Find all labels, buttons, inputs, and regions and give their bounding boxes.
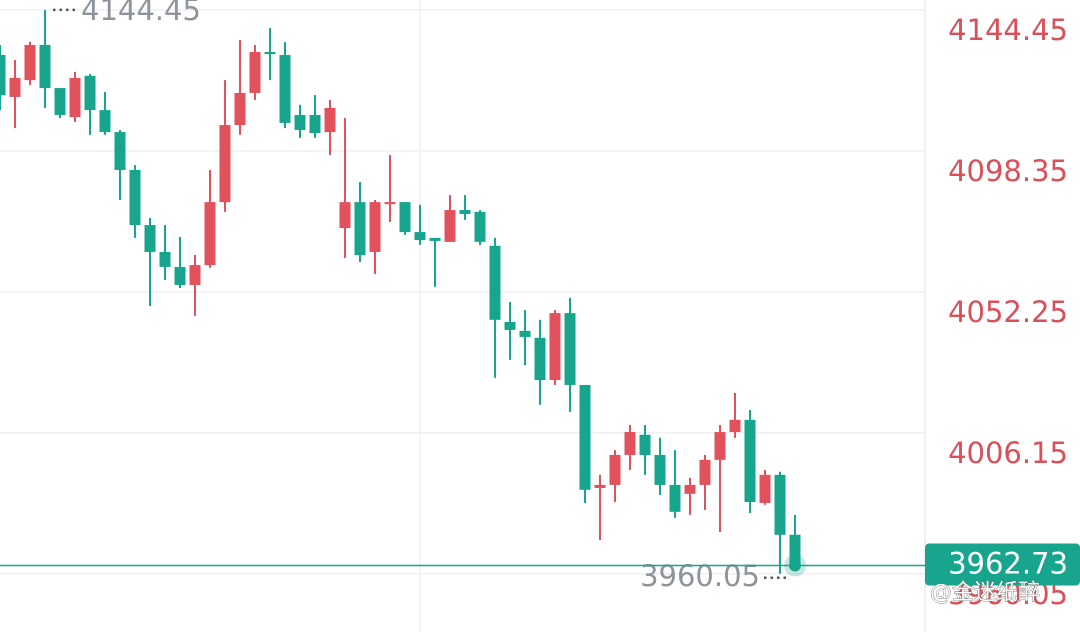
candle-body: [444, 210, 456, 242]
candle-body: [54, 88, 66, 115]
candle-body: [99, 110, 111, 133]
candles: [0, 9, 801, 574]
candle-body: [669, 484, 681, 512]
candle-body: [159, 251, 171, 267]
candle-body: [279, 55, 291, 123]
candle-body: [789, 534, 801, 566]
candle-body: [69, 77, 81, 118]
grid: 4144.45 4098.35 4052.25 4006.15 3960.05: [0, 9, 1068, 611]
y-tick-label: 4006.15: [948, 436, 1068, 470]
candle-body: [129, 170, 141, 226]
candle-body: [294, 114, 306, 130]
candle-body: [0, 55, 6, 96]
candle-body: [144, 225, 156, 252]
last-price-label: 3962.73: [948, 547, 1068, 581]
candle-body: [204, 202, 216, 266]
last-price-box: [925, 543, 1080, 586]
high-label: 4144.45: [81, 0, 201, 27]
overlay: 4144.45 3960.05 3962.73@金迷纸醉: [0, 0, 1080, 606]
candle-body: [324, 107, 336, 133]
candle-body: [354, 202, 366, 256]
candle-body: [219, 125, 231, 203]
candle-body: [384, 202, 396, 205]
y-tick-label: 4052.25: [948, 295, 1068, 329]
candle-body: [594, 484, 606, 488]
candle-body: [489, 245, 501, 320]
candle-body: [504, 321, 516, 330]
candle-body: [579, 384, 591, 490]
candle-body: [534, 337, 546, 381]
candle-body: [699, 459, 711, 485]
candle-body: [474, 211, 486, 242]
candle-body: [519, 330, 531, 337]
candle-body: [624, 432, 636, 455]
low-label: 3960.05: [640, 559, 760, 593]
candle-body: [174, 266, 186, 285]
candle-body: [654, 454, 666, 485]
candle-body: [459, 210, 471, 215]
candle-body: [264, 51, 276, 55]
candle-body: [639, 434, 651, 455]
candle-body: [774, 474, 786, 535]
y-tick-label: 4098.35: [948, 154, 1068, 188]
candle-body: [429, 237, 441, 241]
candle-body: [549, 313, 561, 381]
y-tick-label: 4144.45: [948, 13, 1068, 47]
last-price-dot: [789, 559, 801, 572]
candle-body: [24, 44, 36, 81]
candle-body: [729, 419, 741, 433]
candle-body: [759, 474, 771, 503]
candle-body: [369, 202, 381, 252]
candle-body: [744, 419, 756, 503]
candle-body: [234, 92, 246, 126]
candle-body: [309, 114, 321, 134]
candle-body: [39, 44, 51, 89]
candle-body: [399, 202, 411, 233]
candle-body: [114, 132, 126, 171]
candle-body: [189, 265, 201, 285]
candle-body: [414, 232, 426, 241]
candle-body: [564, 313, 576, 385]
candle-body: [684, 484, 696, 494]
candle-body: [249, 51, 261, 93]
candle-body: [609, 454, 621, 485]
candle-body: [714, 432, 726, 460]
watermark: @金迷纸醉: [930, 581, 1040, 606]
candle-body: [339, 202, 351, 229]
candle-body: [84, 75, 96, 111]
candle-body: [9, 77, 21, 97]
